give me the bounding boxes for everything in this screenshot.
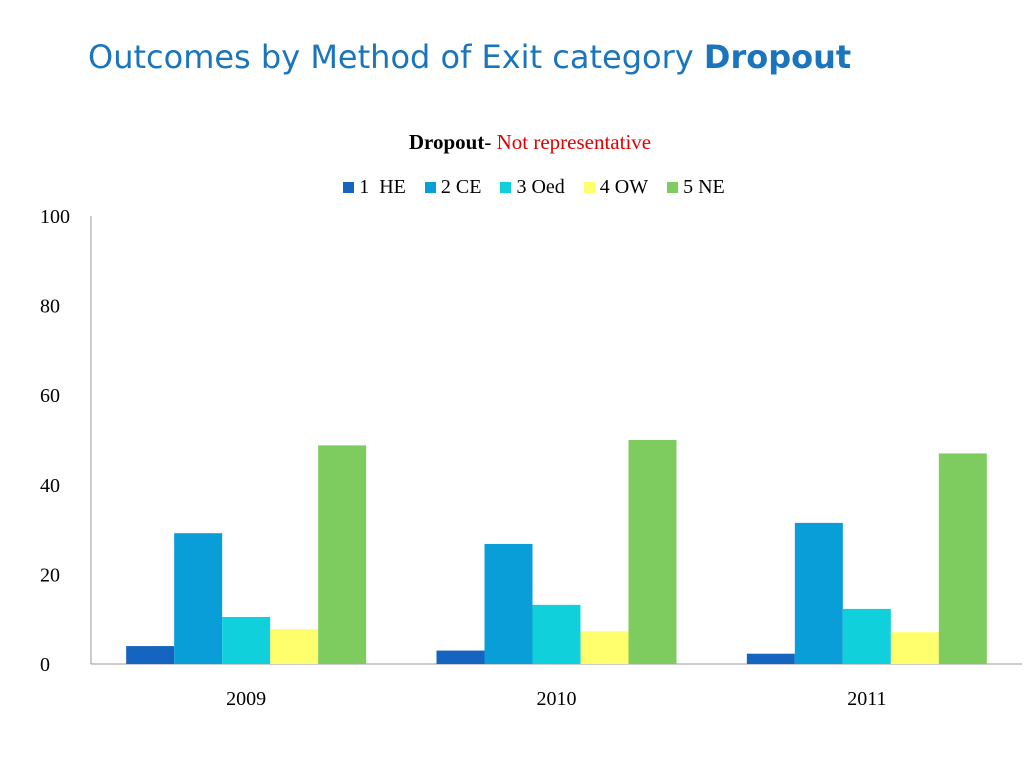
- x-tick-label: 2011: [847, 688, 886, 710]
- legend-swatch-ow: [583, 182, 595, 193]
- x-tick-label: 2009: [226, 688, 266, 710]
- slide-title-bold: Dropout: [703, 38, 852, 76]
- legend-label-ne: 5 NE: [683, 176, 725, 198]
- slide-title: Outcomes by Method of Exit category Drop…: [88, 38, 851, 76]
- legend-label-ow: 4 OW: [599, 176, 649, 198]
- legend-label-ce: 2 CE: [440, 176, 482, 198]
- y-tick-label: 0: [40, 654, 50, 676]
- slide-title-main: Outcomes by Method of Exit category: [88, 38, 704, 76]
- bar-2011-3: [842, 608, 891, 664]
- y-tick-label: 20: [40, 564, 60, 586]
- bar-2010-5: [628, 440, 677, 664]
- chart-legend: 1 HE 2 CE 3 Oed 4 OW 5 NE: [0, 176, 1024, 199]
- bar-2011-4: [890, 632, 939, 664]
- bar-2009-1: [126, 646, 175, 664]
- chart-subtitle: Not representative: [496, 130, 652, 154]
- bar-2009-3: [222, 616, 271, 664]
- legend-swatch-he: [343, 182, 355, 193]
- bar-2010-1: [436, 650, 485, 664]
- legend-item-ow: 4 OW: [583, 176, 649, 199]
- y-tick-label: 100: [40, 206, 70, 228]
- chart-title: Dropout- Not representative: [0, 130, 1024, 155]
- bar-2011-5: [938, 453, 987, 664]
- bar-2010-3: [532, 604, 581, 664]
- chart-title-main: Dropout: [408, 130, 485, 154]
- x-tick-label: 2010: [537, 688, 577, 710]
- bar-2011-2: [794, 522, 843, 664]
- legend-label-he: 1 HE: [359, 176, 406, 198]
- legend-item-ce: 2 CE: [424, 176, 482, 199]
- y-tick-label: 60: [40, 385, 60, 407]
- legend-item-oed: 3 Oed: [500, 176, 565, 199]
- legend-swatch-ce: [424, 182, 436, 193]
- y-tick-label: 80: [40, 296, 60, 318]
- y-tick-label: 40: [40, 475, 60, 497]
- bar-2010-4: [580, 631, 629, 664]
- legend-label-oed: 3 Oed: [516, 176, 565, 198]
- chart-title-separator: -: [484, 130, 492, 154]
- bar-2011-1: [746, 653, 795, 664]
- legend-item-he: 1 HE: [343, 176, 406, 199]
- bar-2009-5: [318, 445, 367, 664]
- bar-2009-2: [174, 533, 223, 664]
- legend-swatch-ne: [667, 182, 679, 193]
- bar-2010-2: [484, 543, 533, 664]
- bar-2009-4: [270, 629, 319, 664]
- legend-item-ne: 5 NE: [667, 176, 725, 199]
- legend-swatch-oed: [500, 182, 512, 193]
